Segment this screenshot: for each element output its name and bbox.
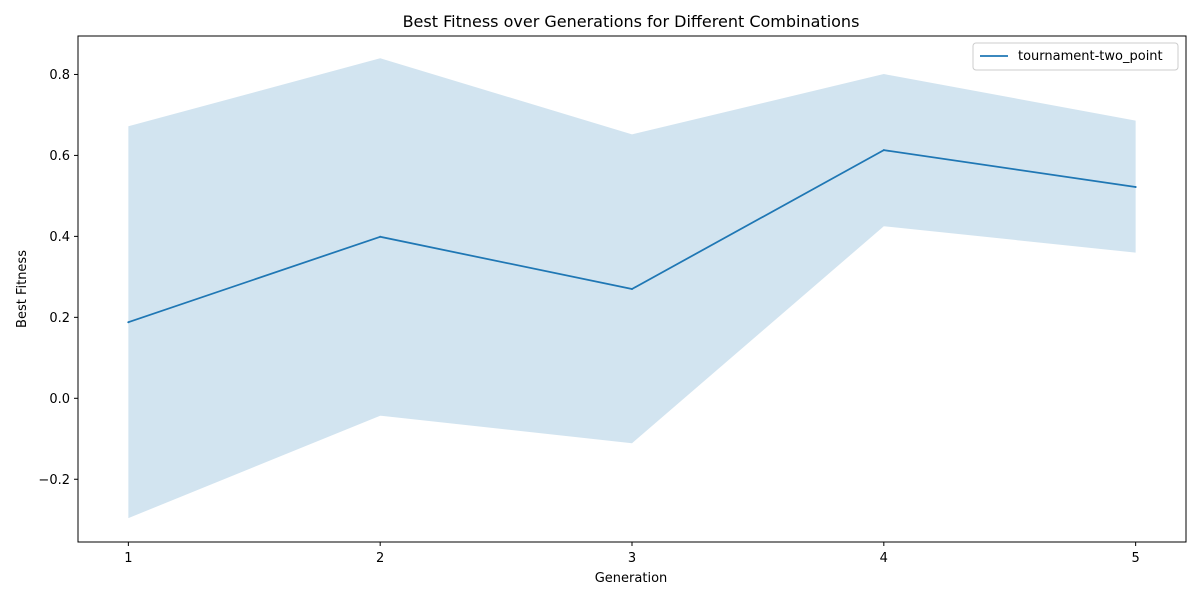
y-tick-label: 0.0 bbox=[49, 392, 70, 407]
legend: tournament-two_point bbox=[972, 42, 1179, 71]
x-tick-label: 4 bbox=[880, 551, 888, 566]
y-axis-label: Best Fitness bbox=[15, 250, 30, 328]
x-tick-label: 3 bbox=[628, 551, 636, 566]
x-tick-label: 5 bbox=[1131, 551, 1139, 566]
chart-title: Best Fitness over Generations for Differ… bbox=[403, 12, 860, 31]
data-point bbox=[631, 288, 633, 290]
x-tick-label: 1 bbox=[124, 551, 132, 566]
series-line-layer bbox=[127, 149, 1137, 324]
x-axis-ticks: 1 2 3 4 5 bbox=[124, 542, 1140, 566]
x-axis-label: Generation bbox=[595, 571, 668, 586]
x-tick-label: 2 bbox=[376, 551, 384, 566]
y-tick-label: 0.8 bbox=[49, 68, 70, 83]
y-tick-label: 0.2 bbox=[49, 311, 70, 326]
data-point bbox=[379, 235, 382, 238]
data-point bbox=[882, 149, 885, 152]
legend-label: tournament-two_point bbox=[1018, 49, 1163, 64]
legend-box bbox=[972, 42, 1179, 71]
data-point bbox=[127, 321, 130, 324]
y-tick-label: 0.4 bbox=[49, 230, 70, 245]
y-tick-label: −0.2 bbox=[38, 473, 70, 488]
y-axis-ticks: −0.2 0.0 0.2 0.4 0.6 0.8 bbox=[38, 68, 78, 488]
y-tick-label: 0.6 bbox=[49, 149, 70, 164]
data-point bbox=[1134, 185, 1137, 188]
